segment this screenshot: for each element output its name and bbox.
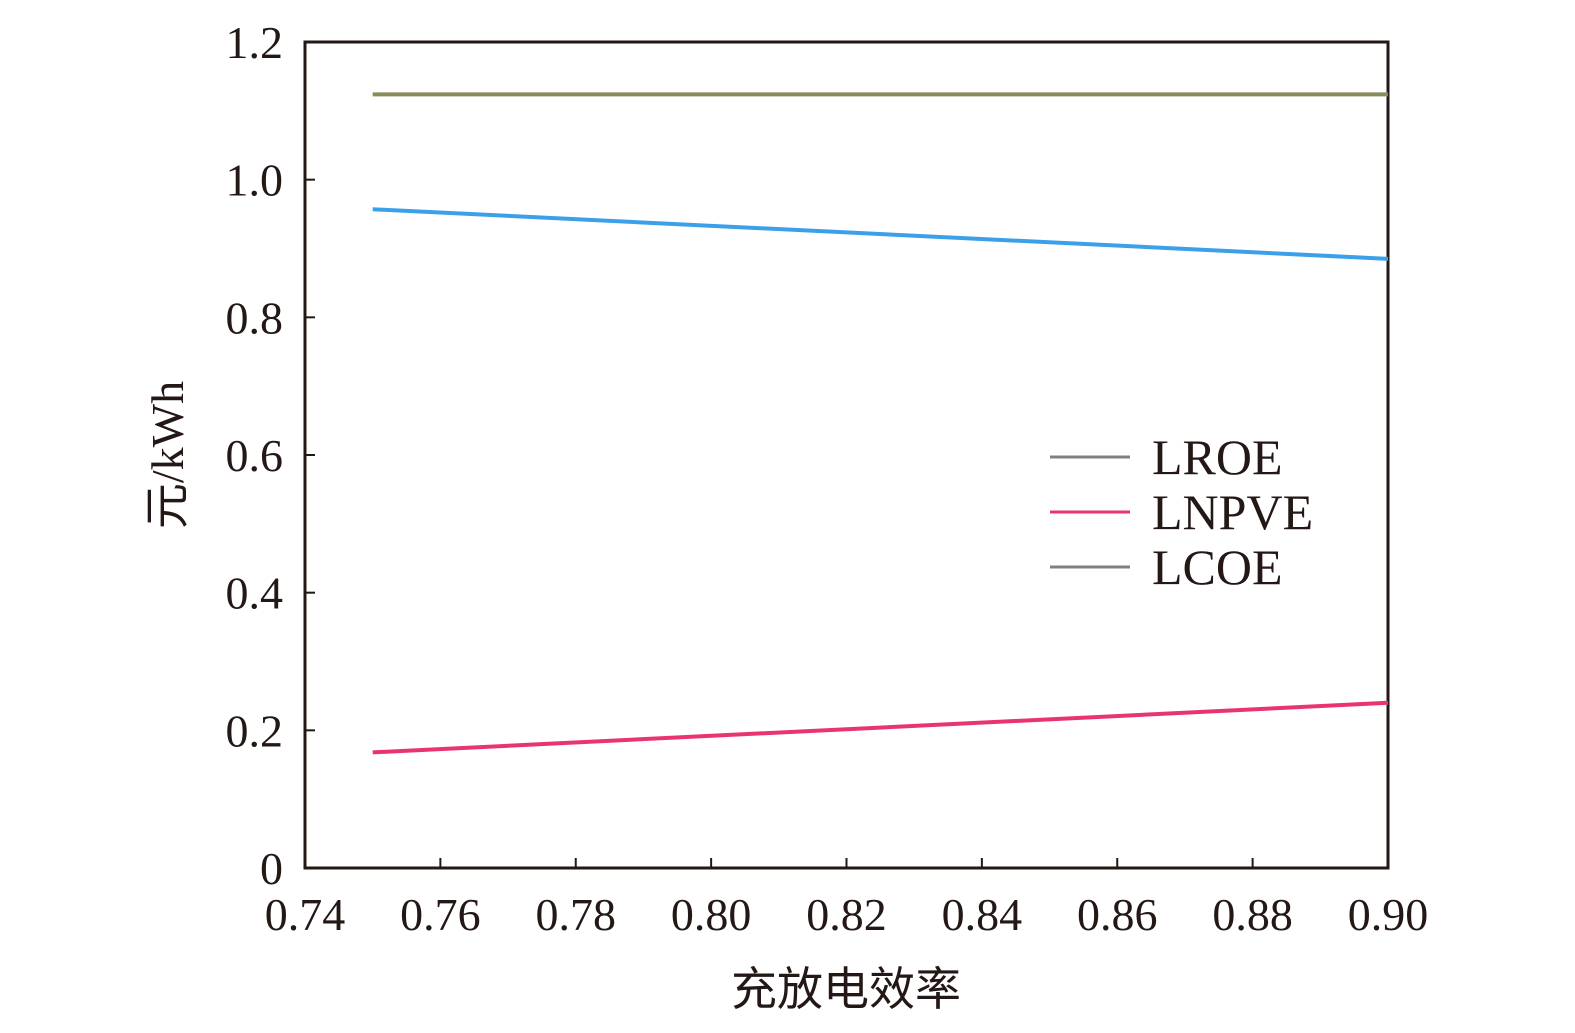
x-tick-label: 0.86	[1077, 889, 1158, 940]
y-tick-label: 0.8	[226, 292, 284, 343]
series-line-lcoe	[372, 207, 1389, 261]
y-tick-label: 0.2	[226, 705, 284, 756]
y-tick-label: 0.4	[226, 568, 284, 619]
series-line-lnpve	[372, 700, 1389, 755]
x-tick-label: 0.74	[265, 889, 346, 940]
legend-label-lcoe: LCOE	[1152, 539, 1283, 595]
y-tick-label: 0	[260, 843, 283, 894]
x-tick-label: 0.78	[536, 889, 617, 940]
legend-label-lnpve: LNPVE	[1152, 484, 1313, 540]
x-tick-label: 0.88	[1212, 889, 1293, 940]
y-tick-label: 1.2	[226, 17, 284, 68]
x-tick-label: 0.82	[806, 889, 887, 940]
series-lines	[372, 92, 1389, 755]
x-tick-label: 0.76	[400, 889, 481, 940]
x-axis: 0.74 0.76 0.78 0.80 0.82 0.84 0.86 0.88 0.90	[265, 858, 1429, 940]
x-tick-label: 0.90	[1348, 889, 1429, 940]
x-tick-label: 0.80	[671, 889, 752, 940]
legend-label-lroe: LROE	[1152, 429, 1283, 485]
y-axis: 0 0.2 0.4 0.6 0.8 1.0 1.2	[226, 17, 315, 894]
y-axis-title: 元/kWh	[142, 381, 193, 529]
x-axis-title: 充放电效率	[731, 964, 961, 1015]
y-tick-label: 1.0	[226, 155, 284, 206]
x-tick-label: 0.84	[942, 889, 1023, 940]
y-tick-label: 0.6	[226, 430, 284, 481]
